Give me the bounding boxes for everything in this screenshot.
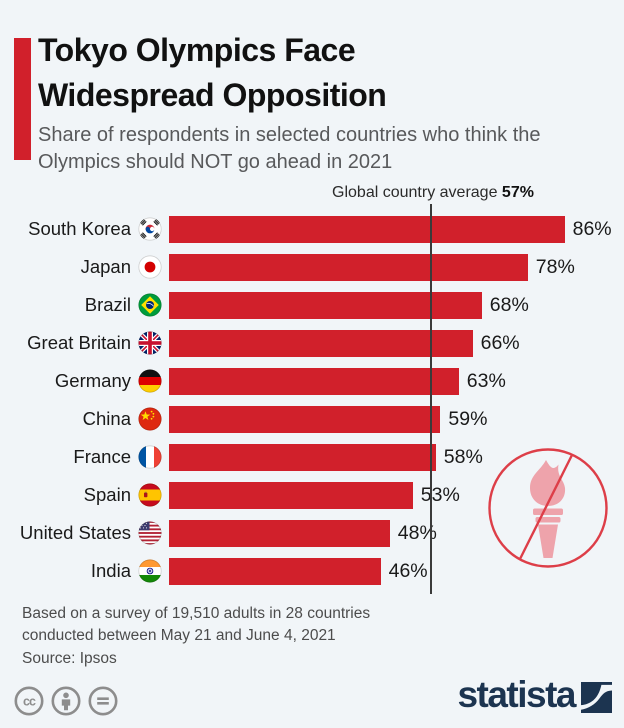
france-flag-icon	[138, 445, 162, 469]
chart-rows: South Korea 86% Japan 78% Brazil 68% Great Bri…	[0, 210, 624, 590]
country-label: China	[82, 408, 131, 429]
average-label-text: Global country average	[332, 184, 498, 201]
value-bar	[169, 557, 381, 585]
spain-flag-icon	[138, 483, 162, 507]
value-label: 48%	[397, 521, 437, 544]
page-subtitle: Share of respondents in selected countri…	[38, 124, 541, 173]
title-accent-bar	[14, 38, 31, 160]
country-label: France	[73, 446, 131, 467]
country-label: Spain	[83, 484, 131, 505]
value-bar	[169, 291, 482, 319]
value-label: 46%	[388, 559, 428, 582]
value-label: 66%	[480, 331, 520, 354]
value-label: 59%	[448, 407, 488, 430]
india-flag-icon	[138, 559, 162, 583]
statista-logo-text: statista	[457, 674, 576, 715]
value-label: 86%	[572, 217, 612, 240]
value-bar	[169, 329, 473, 357]
source-label: Source: Ipsos	[22, 650, 117, 667]
average-label: Global country average 57%	[330, 184, 536, 202]
survey-note-line1: Based on a survey of 19,510 adults in 28…	[22, 605, 371, 622]
value-label: 63%	[466, 369, 506, 392]
chart-row: China 59%	[0, 400, 624, 438]
china-flag-icon	[138, 407, 162, 431]
no-olympics-torch-icon	[485, 446, 611, 570]
no-derivatives-icon[interactable]	[88, 686, 118, 716]
country-label: Germany	[54, 370, 131, 391]
value-bar	[169, 443, 436, 471]
value-bar	[169, 519, 390, 547]
value-label: 53%	[420, 483, 460, 506]
statista-logo-mark-icon	[581, 681, 612, 713]
value-bar	[169, 367, 459, 395]
chart-row: South Korea 86%	[0, 210, 624, 248]
value-bar	[169, 481, 413, 509]
country-label: India	[90, 560, 131, 581]
chart-row: Japan 78%	[0, 248, 624, 286]
survey-note-line2: conducted between May 21 and June 4, 202…	[22, 627, 336, 644]
survey-note: Based on a survey of 19,510 adults in 28…	[22, 603, 582, 647]
chart-row: France 58%	[0, 438, 624, 476]
germany-flag-icon	[138, 369, 162, 393]
country-label: Great Britain	[27, 332, 131, 353]
average-line	[430, 204, 433, 594]
chart-row: Spain 53%	[0, 476, 624, 514]
statista-logo[interactable]: statista	[457, 674, 612, 715]
country-label: Japan	[80, 256, 131, 277]
value-bar	[169, 405, 441, 433]
country-label: South Korea	[28, 218, 131, 239]
bar-chart: South Korea 86% Japan 78% Brazil 68% Great Bri…	[0, 204, 624, 594]
value-label: 68%	[489, 293, 529, 316]
united-states-flag-icon	[138, 521, 162, 545]
value-label: 78%	[535, 255, 575, 278]
brazil-flag-icon	[138, 293, 162, 317]
chart-row: Brazil 68%	[0, 286, 624, 324]
chart-row: United States 48%	[0, 514, 624, 552]
country-label: United States	[19, 522, 131, 543]
country-label: Brazil	[84, 294, 131, 315]
chart-row: Great Britain 66%	[0, 324, 624, 362]
value-bar	[169, 215, 565, 243]
japan-flag-icon	[138, 255, 162, 279]
license-icons: cc	[14, 686, 118, 716]
chart-row: Germany 63%	[0, 362, 624, 400]
svg-text:cc: cc	[23, 695, 36, 709]
value-label: 58%	[443, 445, 483, 468]
great-britain-flag-icon	[138, 331, 162, 355]
south-korea-flag-icon	[138, 217, 162, 241]
chart-row: India 46%	[0, 552, 624, 590]
average-value: 57%	[501, 184, 534, 201]
cc-icon[interactable]: cc	[14, 686, 44, 716]
page-title: Tokyo Olympics Face Widespread Oppositio…	[38, 32, 387, 113]
attribution-icon[interactable]	[51, 686, 81, 716]
value-bar	[169, 253, 528, 281]
